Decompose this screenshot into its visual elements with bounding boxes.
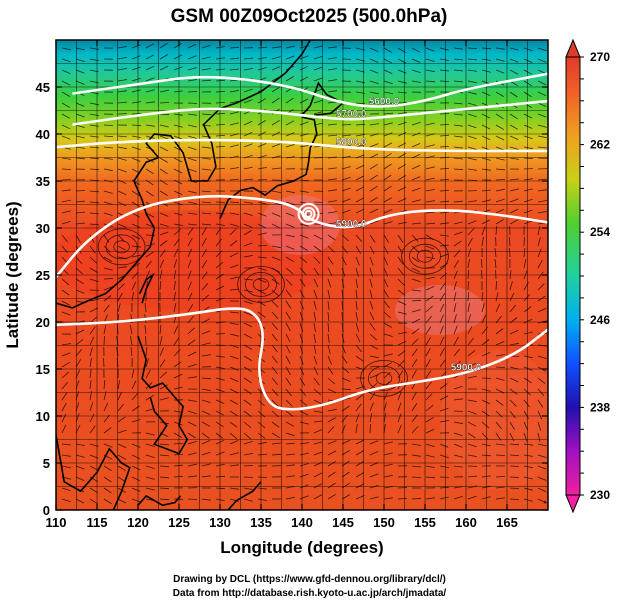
height-contour (72, 99, 548, 126)
x-axis-ticks: 110 115 120 125 130 135 140 145 150 155 160 165 (46, 40, 518, 530)
coastline (227, 481, 262, 510)
vortex-streamline (97, 228, 146, 266)
height-contour (56, 307, 548, 411)
cool-patch (395, 285, 485, 335)
coastline (56, 40, 311, 309)
x-tick-label: 140 (291, 515, 313, 530)
colorbar: 270 262 254 246 238 230 (565, 38, 610, 514)
y-tick-label: 5 (43, 456, 50, 471)
x-tick-label: 115 (87, 515, 108, 530)
lat-lon-grid (56, 40, 548, 510)
wind-vector-field (61, 42, 547, 504)
contour-label: 5900.0 (451, 363, 482, 374)
vortex-streamline (416, 249, 434, 263)
x-tick-label: 125 (168, 515, 190, 530)
typhoon-warm-core (260, 195, 340, 255)
colorbar-min-arrow (565, 494, 581, 514)
y-tick-label: 40 (36, 127, 50, 142)
y-axis-ticks: 0 5 10 15 20 25 30 35 40 45 (36, 80, 548, 518)
vortex-streamline (375, 371, 393, 385)
coastline (301, 81, 345, 116)
height-contour (56, 138, 548, 153)
colorbar-label: 254 (590, 225, 610, 239)
y-tick-label: 30 (36, 221, 50, 236)
y-tick-label: 10 (36, 409, 50, 424)
vortex-streamline (252, 277, 270, 291)
height-contour (72, 72, 548, 108)
contour-label: 5800.0 (336, 137, 367, 148)
vortex-streamline (105, 234, 138, 260)
coastlines (56, 40, 345, 510)
coastline (137, 335, 189, 455)
wind-streamlines (61, 42, 547, 504)
vortex-streamline (367, 365, 400, 391)
vortex-streamline (237, 265, 285, 303)
vortex-streamline (244, 271, 277, 297)
cyclone-center (297, 202, 320, 225)
colorbar-gradient (565, 56, 581, 496)
y-tick-label: 20 (36, 315, 50, 330)
contour-label: 5700.0 (336, 109, 367, 120)
x-tick-label: 150 (373, 515, 395, 530)
coastline (137, 494, 182, 507)
cyclone-contour-ring (304, 209, 313, 218)
x-tick-label: 155 (414, 515, 436, 530)
colorbar-label: 230 (590, 488, 610, 502)
x-tick-label: 135 (250, 515, 272, 530)
cyclone-contour-ring (301, 206, 316, 221)
credit-line-data: Data from http://database.rish.kyoto-u.a… (172, 588, 447, 599)
warm-patch (440, 350, 548, 490)
colorbar-label: 270 (590, 50, 610, 64)
vortex-streamline (401, 237, 449, 275)
contour-label: 5900.0 (336, 219, 367, 230)
x-tick-label: 160 (455, 515, 477, 530)
y-axis-label: Latitude (degrees) (3, 201, 22, 348)
vortex-streamline (408, 243, 441, 269)
x-tick-label: 165 (496, 515, 518, 530)
x-tick-label: 145 (332, 515, 354, 530)
vortex-streamline (360, 359, 408, 397)
colorbar-label: 238 (590, 400, 610, 414)
coastline (56, 434, 131, 510)
x-tick-label: 110 (46, 515, 67, 530)
coastline (138, 272, 155, 304)
x-tick-label: 130 (209, 515, 231, 530)
height-contour (56, 194, 548, 278)
colorbar-label: 246 (590, 313, 610, 327)
x-axis-label: Longitude (degrees) (220, 538, 383, 557)
y-tick-label: 45 (36, 80, 50, 95)
y-tick-label: 15 (36, 362, 50, 377)
vortex-streamline (113, 240, 130, 254)
x-tick-label: 120 (127, 515, 149, 530)
y-tick-label: 0 (43, 503, 50, 518)
colorbar-label: 262 (590, 138, 610, 152)
y-tick-label: 35 (36, 174, 50, 189)
contour-label: 5600.0 (369, 97, 400, 108)
coastline (219, 116, 318, 219)
chart-title: GSM 00Z09Oct2025 (500.0hPa) (171, 6, 448, 27)
colorbar-max-arrow (565, 38, 581, 58)
y-tick-label: 25 (36, 268, 50, 283)
cyclone-contour-ring (297, 202, 320, 225)
credit-line-dcl: Drawing by DCL (https://www.gfd-dennou.o… (173, 574, 446, 585)
